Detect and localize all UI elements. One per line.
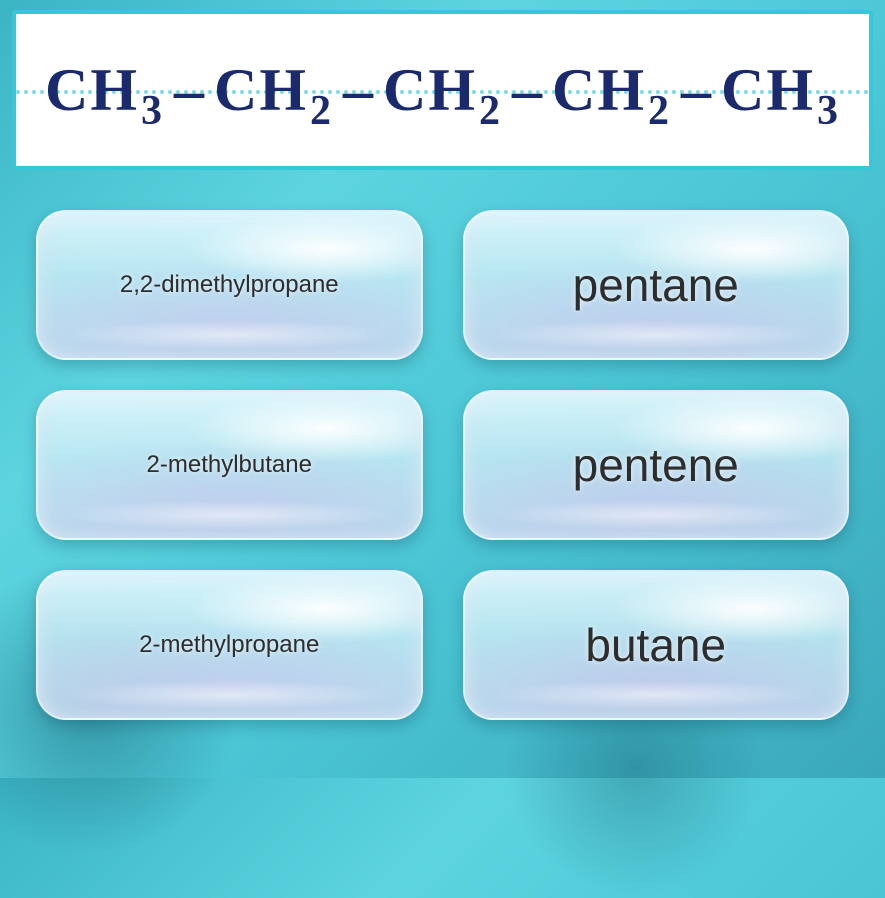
chemical-formula: CH3–CH2–CH2–CH2–CH3	[45, 60, 840, 120]
formula-segment: CH2	[214, 60, 333, 120]
bond-dash: –	[174, 60, 204, 120]
bond-dash: –	[512, 60, 542, 120]
answer-label: butane	[573, 620, 738, 671]
formula-segment: CH2	[552, 60, 671, 120]
answer-option-1[interactable]: pentane	[463, 210, 850, 360]
answers-grid: 2,2-dimethylpropane pentane 2-methylbuta…	[0, 170, 885, 750]
answer-label: pentane	[561, 260, 751, 311]
answer-label: 2-methylpropane	[127, 632, 331, 658]
formula-segment: CH3	[721, 60, 840, 120]
answer-label: 2-methylbutane	[135, 452, 324, 478]
answer-label: pentene	[561, 440, 751, 491]
answer-option-5[interactable]: butane	[463, 570, 850, 720]
bond-dash: –	[681, 60, 711, 120]
formula-segment: CH2	[383, 60, 502, 120]
bond-dash: –	[343, 60, 373, 120]
answer-option-0[interactable]: 2,2-dimethylpropane	[36, 210, 423, 360]
answer-option-4[interactable]: 2-methylpropane	[36, 570, 423, 720]
answer-option-3[interactable]: pentene	[463, 390, 850, 540]
answer-option-2[interactable]: 2-methylbutane	[36, 390, 423, 540]
formula-segment: CH3	[45, 60, 164, 120]
formula-card: CH3–CH2–CH2–CH2–CH3	[12, 10, 873, 170]
answer-label: 2,2-dimethylpropane	[108, 272, 351, 298]
